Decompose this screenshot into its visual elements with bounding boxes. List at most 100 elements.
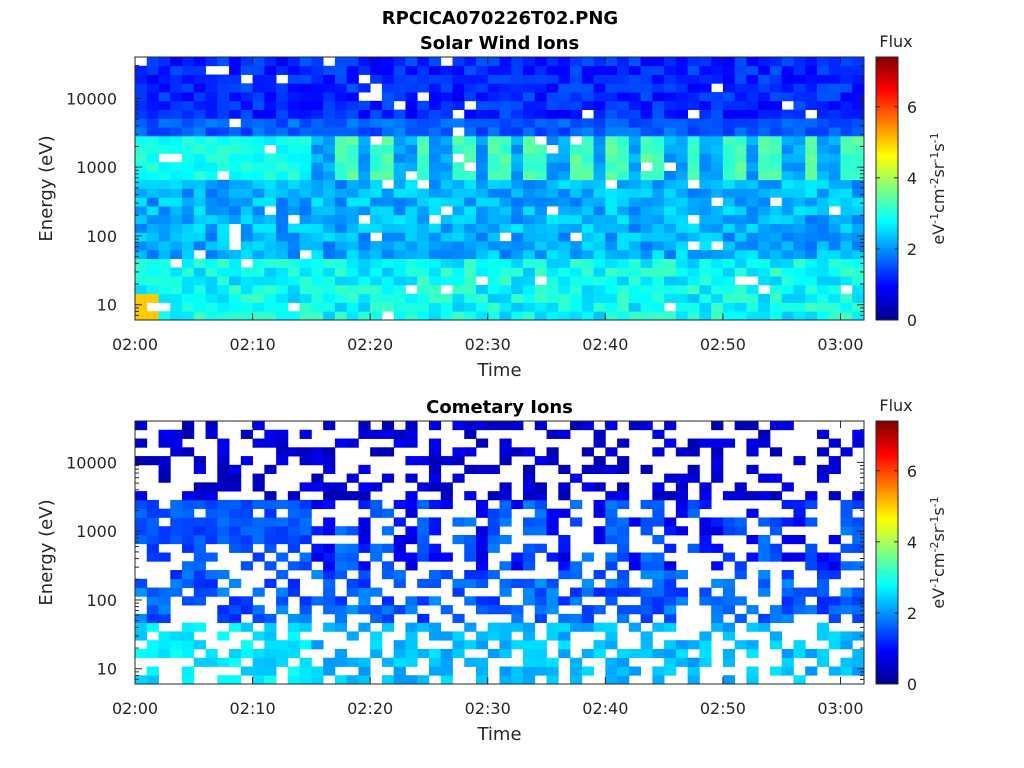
heatmap-cell xyxy=(664,543,677,553)
heatmap-cell xyxy=(252,552,265,562)
heatmap-cell xyxy=(393,214,406,224)
heatmap-cell xyxy=(699,109,712,119)
heatmap-cell xyxy=(687,293,700,303)
heatmap-cell xyxy=(640,499,653,510)
heatmap-cell xyxy=(182,543,195,553)
heatmap-cell xyxy=(252,109,265,119)
heatmap-cell xyxy=(581,74,594,84)
heatmap-cell xyxy=(640,596,653,606)
heatmap-cell xyxy=(358,561,371,571)
heatmap-cell xyxy=(581,127,594,137)
heatmap-cell xyxy=(523,517,536,527)
heatmap-cell xyxy=(217,223,230,233)
heatmap-cell xyxy=(699,648,712,659)
heatmap-cell xyxy=(240,153,253,163)
heatmap-cell xyxy=(487,109,500,119)
heatmap-cell xyxy=(346,57,359,67)
heatmap-cell xyxy=(323,491,336,501)
heatmap-cell xyxy=(393,206,406,216)
heatmap-cell xyxy=(440,570,453,580)
heatmap-cell xyxy=(464,57,477,67)
heatmap-cell xyxy=(758,57,771,67)
heatmap-cell xyxy=(311,570,324,580)
heatmap-cell xyxy=(417,675,430,685)
heatmap-cell xyxy=(170,232,183,242)
heatmap-cell xyxy=(746,438,759,448)
heatmap-cell xyxy=(381,83,395,93)
heatmap-cell xyxy=(758,232,771,242)
heatmap-cell xyxy=(781,206,794,216)
heatmap-cell xyxy=(546,456,559,466)
heatmap-cell xyxy=(487,276,500,286)
heatmap-cell xyxy=(217,675,230,685)
heatmap-cell xyxy=(393,276,406,286)
heatmap-cell xyxy=(370,499,383,510)
heatmap-cell xyxy=(570,153,583,163)
heatmap-cell xyxy=(722,162,736,172)
heatmap-cell xyxy=(593,311,606,321)
heatmap-cell xyxy=(358,464,371,474)
heatmap-cell xyxy=(687,153,700,163)
heatmap-cell xyxy=(534,170,547,181)
heatmap-cell xyxy=(675,293,689,303)
heatmap-cell xyxy=(828,613,841,624)
heatmap-cell xyxy=(593,456,606,466)
heatmap-cell xyxy=(652,587,665,597)
heatmap-cell xyxy=(276,232,289,242)
heatmap-cell xyxy=(652,214,665,224)
heatmap-cell xyxy=(217,508,230,518)
heatmap-cell xyxy=(240,57,253,67)
heatmap-cell xyxy=(464,206,477,216)
heatmap-cell xyxy=(628,605,641,615)
heatmap-cell xyxy=(240,206,253,216)
heatmap-cell xyxy=(793,534,806,545)
heatmap-cell xyxy=(840,561,853,571)
heatmap-cell xyxy=(229,473,242,483)
heatmap-cell xyxy=(358,162,371,172)
heatmap-cell xyxy=(276,657,289,667)
heatmap-cell xyxy=(816,473,830,483)
heatmap-cell xyxy=(205,197,218,207)
heatmap-cell xyxy=(746,447,759,457)
heatmap-cell xyxy=(287,170,301,181)
heatmap-cell xyxy=(769,517,783,527)
heatmap-cell xyxy=(252,421,265,431)
heatmap-cell xyxy=(475,92,489,102)
heatmap-cell xyxy=(311,170,324,181)
heatmap-cell xyxy=(523,302,536,312)
heatmap-cell xyxy=(240,666,253,676)
heatmap-cell xyxy=(781,83,794,93)
heatmap-cell xyxy=(170,648,183,659)
heatmap-cell xyxy=(287,57,301,67)
heatmap-cell xyxy=(417,153,430,163)
heatmap-cell xyxy=(570,109,583,119)
heatmap-cell xyxy=(217,482,230,492)
heatmap-cell xyxy=(146,57,159,67)
heatmap-cell xyxy=(182,214,195,224)
heatmap-cell xyxy=(487,622,500,632)
heatmap-cell xyxy=(605,118,618,128)
heatmap-cell xyxy=(158,74,171,84)
heatmap-cell xyxy=(323,127,336,137)
heatmap-cell xyxy=(299,197,312,207)
heatmap-cell xyxy=(628,552,641,562)
heatmap-cell xyxy=(464,249,477,260)
heatmap-cell xyxy=(452,65,465,75)
heatmap-cell xyxy=(193,543,206,553)
heatmap-cell xyxy=(534,587,547,597)
heatmap-cell xyxy=(628,622,641,632)
heatmap-cell xyxy=(523,543,536,553)
panel-solar-wind: 02:00 02:10 02:20 02:30 02:40 02:50 03:0010100… xyxy=(36,32,948,381)
heatmap-cell xyxy=(711,293,724,303)
heatmap-cell xyxy=(605,144,618,154)
heatmap-cell xyxy=(264,499,277,510)
heatmap-cell xyxy=(452,578,465,588)
heatmap-cell xyxy=(146,552,159,562)
heatmap-cell xyxy=(734,153,747,163)
heatmap-cell xyxy=(370,179,383,189)
heatmap-cell xyxy=(852,587,865,597)
heatmap-cell xyxy=(593,170,606,181)
heatmap-cell xyxy=(393,605,406,615)
heatmap-cell xyxy=(593,223,606,233)
heatmap-cell xyxy=(570,197,583,207)
